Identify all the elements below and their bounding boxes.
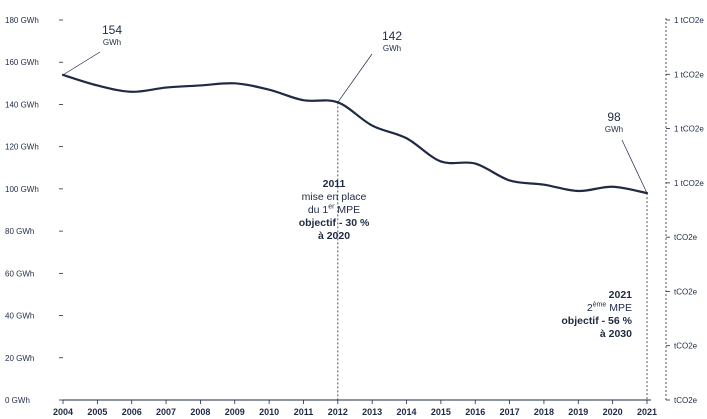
point-label-value: 142 — [382, 29, 402, 43]
right-tick-label: 1 tCO2e — [674, 125, 704, 134]
annotation-mpe1-line3: objectif - 30 % — [298, 217, 370, 229]
x-tick-label: 2008 — [190, 407, 210, 417]
annotation-mpe2-line1: 2ème MPE — [586, 301, 632, 315]
x-tick-label: 2009 — [225, 407, 245, 417]
y-tick-label: 60 GWh — [5, 269, 34, 278]
x-tick-label: 2017 — [500, 407, 520, 417]
annotation-mpe2-line2: objectif - 56 % — [561, 315, 632, 327]
annotation-mpe2: 2021 2ème MPE objectif - 56 % à 2030 — [520, 289, 632, 341]
y-tick-label: 40 GWh — [5, 312, 34, 321]
x-tick-label: 2010 — [259, 407, 279, 417]
y-tick-label: 20 GWh — [5, 354, 34, 363]
leader-line — [62, 51, 101, 76]
point-label-unit: GWh — [383, 44, 401, 53]
annotation-mpe1-line1: mise en place — [301, 191, 367, 203]
right-tick-label: 1 tCO2e — [674, 16, 704, 25]
label-leaders — [62, 51, 648, 194]
annotation-mpe2-year: 2021 — [608, 289, 632, 301]
y-tick-label: 140 GWh — [5, 100, 39, 109]
x-tick-label: 2004 — [53, 407, 73, 417]
point-label-unit: GWh — [103, 38, 121, 47]
x-tick-label: 2015 — [431, 407, 451, 417]
y-tick-label: 0 GWh — [5, 396, 30, 405]
x-tick-label: 2006 — [122, 407, 142, 417]
annotation-mpe1: 2011 mise en place du 1er MPE objectif -… — [284, 178, 384, 243]
point-label-unit: GWh — [605, 125, 623, 134]
right-tick-label: tCO2e — [674, 396, 698, 405]
right-tick-label: tCO2e — [674, 233, 698, 242]
x-tick-label: 2019 — [568, 407, 588, 417]
y-tick-label: 80 GWh — [5, 227, 34, 236]
x-tick-label: 2018 — [534, 407, 554, 417]
right-tick-label: tCO2e — [674, 287, 698, 296]
x-tick-label: 2005 — [87, 407, 107, 417]
y-axis-ticks: 0 GWh 20 GWh 40 GWh 60 GWh 80 GWh 100 GWh 120 … — [5, 16, 63, 405]
leader-line — [337, 53, 373, 103]
right-axis-ticks: tCO2e tCO2e tCO2e tCO2e 1 tCO2e 1 tCO2e 1 tCO2… — [666, 16, 704, 405]
x-tick-label: 2020 — [603, 407, 623, 417]
annotation-mpe1-year: 2011 — [322, 178, 346, 190]
y-tick-label: 180 GWh — [5, 16, 39, 25]
y-tick-label: 120 GWh — [5, 143, 39, 152]
leader-line — [621, 139, 648, 194]
annotation-mpe1-line4: à 2020 — [317, 230, 351, 242]
x-tick-label: 2012 — [328, 407, 348, 417]
right-tick-label: tCO2e — [674, 342, 698, 351]
right-tick-label: 1 tCO2e — [674, 179, 704, 188]
x-tick-label: 2016 — [465, 407, 485, 417]
x-tick-label: 2021 — [637, 407, 657, 417]
right-tick-label: 1 tCO2e — [674, 70, 704, 79]
annotation-mpe1-line2: du 1er MPE — [307, 203, 361, 217]
x-tick-label: 2007 — [156, 407, 176, 417]
point-label-value: 154 — [102, 23, 122, 37]
x-axis-ticks: 2004 2005 2006 2007 2008 2009 2010 2011 2012 2013… — [53, 400, 657, 417]
y-tick-label: 100 GWh — [5, 185, 39, 194]
annotation-mpe2-line3: à 2030 — [599, 328, 632, 340]
point-label-value: 98 — [607, 110, 621, 124]
x-tick-label: 2011 — [294, 407, 314, 417]
y-tick-label: 160 GWh — [5, 58, 39, 67]
x-tick-label: 2014 — [397, 407, 417, 417]
consumption-line — [61, 73, 649, 195]
x-tick-label: 2013 — [362, 407, 382, 417]
